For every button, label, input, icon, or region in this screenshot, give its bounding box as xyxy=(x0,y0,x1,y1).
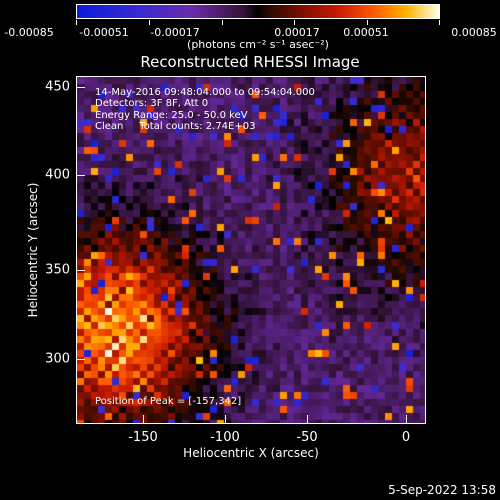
colorbar-tick xyxy=(294,20,295,25)
image-plot: 14-May-2016 09:48:04.000 to 09:54:04.000… xyxy=(76,76,426,424)
colorbar-tick-label: 0.00051 xyxy=(343,26,389,39)
x-tick-label: -50 xyxy=(296,430,318,445)
colorbar-tick-label: 0.00085 xyxy=(451,26,497,39)
y-tick xyxy=(77,359,85,360)
colorbar-tick-label: -0.00017 xyxy=(150,26,200,39)
colorbar-tick-label: -0.00051 xyxy=(79,26,129,39)
colorbar-tick xyxy=(439,20,440,25)
colorbar-tick-label: -0.00085 xyxy=(4,26,54,39)
clean-annotation: Clean Total counts: 2.74E+03 xyxy=(95,121,256,132)
y-axis-title: Heliocentric Y (arcsec) xyxy=(26,182,40,318)
x-tick xyxy=(143,415,144,423)
colorbar-tick xyxy=(222,20,223,25)
colorbar xyxy=(76,4,440,25)
colorbar-units: (photons cm⁻² s⁻¹ asec⁻²) xyxy=(187,38,329,51)
y-tick xyxy=(77,87,85,88)
plot-title: Reconstructed RHESSI Image xyxy=(140,53,360,71)
x-tick-label: -100 xyxy=(210,430,240,445)
x-tick xyxy=(307,415,308,423)
x-tick-label: -150 xyxy=(128,430,158,445)
timestamp: 5-Sep-2022 13:58 xyxy=(388,483,496,497)
x-tick xyxy=(406,415,407,423)
time-range-annotation: 14-May-2016 09:48:04.000 to 09:54:04.000 xyxy=(95,87,315,98)
y-tick-label: 300 xyxy=(45,351,70,367)
colorbar-tick-label: 0.00017 xyxy=(274,26,320,39)
y-tick-label: 450 xyxy=(45,79,70,95)
y-tick-label: 350 xyxy=(45,262,70,278)
x-tick xyxy=(225,415,226,423)
rhessi-heatmap xyxy=(77,77,425,423)
x-tick-label: 0 xyxy=(401,430,411,445)
colorbar-tick xyxy=(367,20,368,25)
energy-annotation: Energy Range: 25.0 - 50.0 keV xyxy=(95,110,248,121)
colorbar-tick xyxy=(76,20,77,25)
y-tick xyxy=(77,175,85,176)
y-tick xyxy=(77,270,85,271)
y-tick-label: 400 xyxy=(45,167,70,183)
peak-annotation: Position of Peak = [-157,342] xyxy=(95,396,242,407)
detectors-annotation: Detectors: 3F 8F, Att 0 xyxy=(95,98,209,109)
colorbar-tick xyxy=(149,20,150,25)
x-axis-title: Heliocentric X (arcsec) xyxy=(183,446,319,460)
